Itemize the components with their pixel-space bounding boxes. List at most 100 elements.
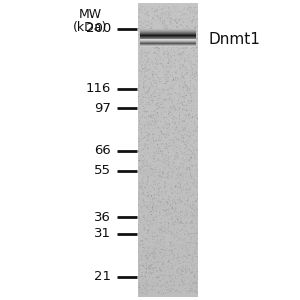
- Point: [177, 221, 182, 226]
- Point: [192, 174, 197, 179]
- Point: [175, 210, 180, 214]
- Point: [158, 233, 163, 238]
- Point: [159, 257, 164, 262]
- Bar: [140, 35, 196, 36]
- Point: [138, 230, 143, 234]
- Point: [171, 170, 176, 175]
- Point: [173, 194, 178, 198]
- Bar: [138, 275, 198, 279]
- Point: [166, 249, 171, 254]
- Point: [155, 56, 160, 61]
- Point: [187, 38, 192, 43]
- Point: [146, 67, 151, 72]
- Bar: [138, 124, 198, 128]
- Point: [148, 95, 153, 100]
- Point: [192, 273, 197, 278]
- Point: [139, 70, 144, 74]
- Point: [163, 134, 167, 139]
- Point: [150, 283, 155, 288]
- Point: [193, 144, 198, 149]
- Point: [156, 236, 161, 240]
- Point: [181, 75, 186, 80]
- Point: [152, 266, 157, 271]
- Point: [140, 159, 145, 164]
- Point: [162, 119, 167, 124]
- Point: [156, 187, 161, 192]
- Point: [192, 48, 197, 53]
- Point: [141, 123, 146, 128]
- Point: [147, 164, 152, 169]
- Point: [177, 266, 182, 270]
- Point: [184, 220, 189, 225]
- Point: [161, 161, 166, 166]
- Point: [137, 274, 142, 279]
- Point: [140, 124, 144, 129]
- Point: [186, 234, 190, 239]
- Point: [150, 54, 155, 59]
- Point: [167, 114, 172, 118]
- Point: [191, 281, 196, 286]
- Point: [175, 233, 180, 238]
- Point: [165, 129, 170, 134]
- Point: [155, 173, 160, 178]
- Point: [191, 255, 196, 260]
- Point: [166, 154, 171, 159]
- Point: [180, 210, 185, 214]
- Point: [150, 262, 155, 267]
- Point: [151, 201, 156, 206]
- Point: [178, 109, 183, 114]
- Point: [144, 69, 148, 74]
- Point: [167, 200, 171, 205]
- Point: [136, 249, 141, 254]
- Point: [178, 272, 183, 277]
- Point: [176, 218, 181, 223]
- Point: [155, 282, 160, 286]
- Point: [141, 22, 146, 26]
- Point: [148, 197, 152, 202]
- Point: [157, 87, 161, 92]
- Point: [177, 112, 182, 117]
- Point: [150, 151, 154, 155]
- Point: [181, 63, 185, 68]
- Point: [173, 183, 178, 188]
- Point: [162, 69, 167, 74]
- Point: [162, 74, 167, 79]
- Point: [147, 50, 152, 55]
- Point: [191, 274, 196, 279]
- Point: [163, 250, 168, 255]
- Point: [183, 95, 188, 100]
- Point: [187, 248, 191, 253]
- Point: [193, 145, 198, 150]
- Point: [181, 276, 186, 281]
- Point: [155, 241, 160, 245]
- Point: [151, 179, 156, 184]
- Point: [167, 207, 172, 212]
- Point: [175, 197, 180, 202]
- Point: [154, 226, 159, 231]
- Point: [140, 55, 145, 60]
- Point: [150, 169, 154, 174]
- Point: [152, 112, 157, 117]
- Point: [185, 220, 190, 225]
- Point: [145, 126, 150, 131]
- Point: [171, 137, 176, 142]
- Point: [155, 129, 160, 134]
- Point: [137, 213, 142, 218]
- Point: [142, 35, 147, 40]
- Point: [150, 123, 155, 128]
- Point: [182, 108, 186, 112]
- Point: [172, 78, 176, 82]
- Bar: [138, 14, 198, 18]
- Point: [139, 31, 144, 36]
- Point: [141, 283, 146, 287]
- Point: [158, 162, 163, 167]
- Point: [140, 270, 145, 275]
- Point: [181, 75, 186, 80]
- Point: [183, 106, 188, 111]
- Point: [142, 86, 146, 91]
- Point: [189, 65, 194, 70]
- Point: [145, 291, 149, 296]
- Point: [170, 70, 175, 75]
- Point: [167, 20, 172, 25]
- Point: [164, 230, 169, 235]
